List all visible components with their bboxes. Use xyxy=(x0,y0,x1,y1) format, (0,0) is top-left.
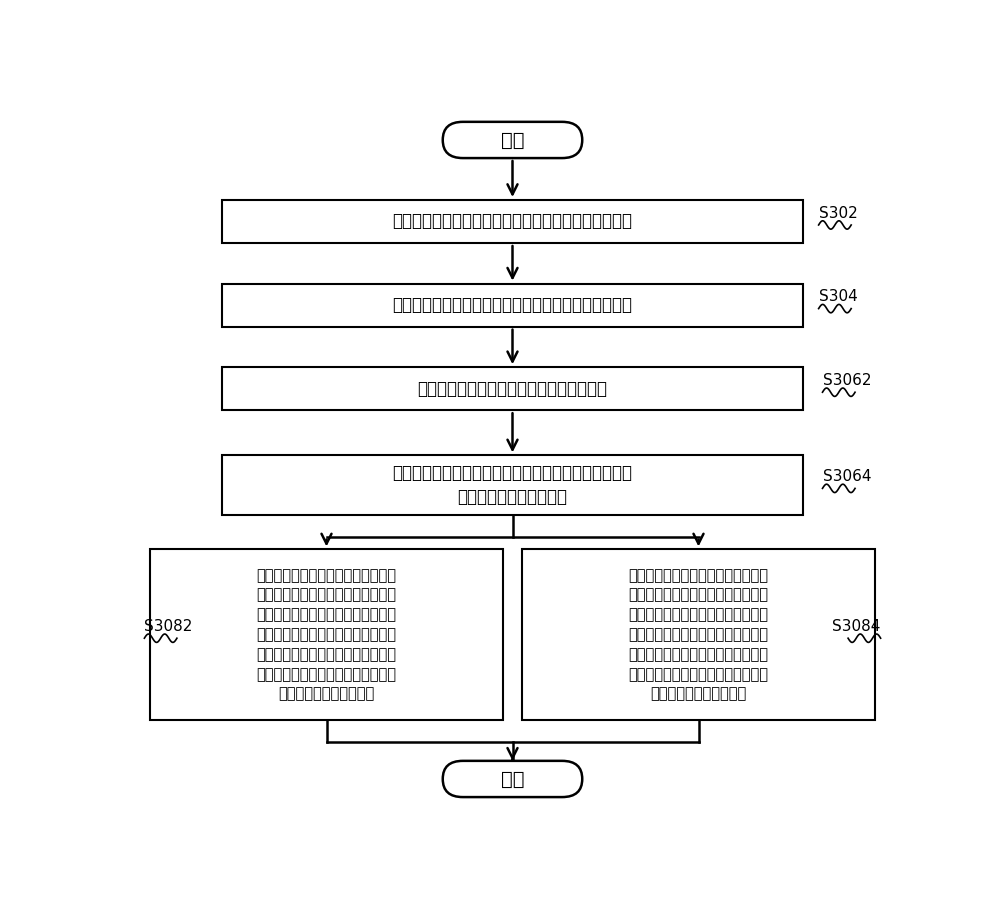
Bar xyxy=(150,549,503,720)
Text: 判断电流差与预设电流差值之间的符号关系: 判断电流差与预设电流差值之间的符号关系 xyxy=(418,380,608,397)
Bar xyxy=(222,367,803,410)
Bar xyxy=(222,283,803,327)
FancyBboxPatch shape xyxy=(443,122,582,158)
Text: 检测空调中第二风机在工作时的第二转速以及第二电流: 检测空调中第二风机在工作时的第二转速以及第二电流 xyxy=(392,296,633,314)
Text: S304: S304 xyxy=(819,290,857,304)
Text: 若电流差的绝对值大于预设电流差值
且电流差与预设电流差值的符号相同
，则在控制第一风机以第一转速降低
第一转速变量后的转速运行第一时间
后，根据此时第一电流以及: 若电流差的绝对值大于预设电流差值 且电流差与预设电流差值的符号相同 ，则在控制第… xyxy=(256,567,396,701)
Text: 若电流差的绝对值大于预设电流差值
且电流差与预设电流差值的符号相反
，则在控制第二风机以第二转速降低
第二转速变量后的转速运行第二时间
后，根据此时第一电流以及: 若电流差的绝对值大于预设电流差值 且电流差与预设电流差值的符号相反 ，则在控制第… xyxy=(629,567,768,701)
Text: S3064: S3064 xyxy=(822,469,871,484)
Text: 判断电流差的绝对值与预设电流差值之间的大小关系，
其中，预设电流差值非负: 判断电流差的绝对值与预设电流差值之间的大小关系， 其中，预设电流差值非负 xyxy=(392,464,633,506)
Text: S3084: S3084 xyxy=(832,619,881,634)
Text: 检测空调中第一风机在工作时的第一转速以及第一电流: 检测空调中第一风机在工作时的第一转速以及第一电流 xyxy=(392,213,633,231)
Bar xyxy=(222,200,803,243)
Text: 结束: 结束 xyxy=(501,769,524,788)
Text: 开始: 开始 xyxy=(501,130,524,149)
Text: S302: S302 xyxy=(819,205,857,221)
Text: S3082: S3082 xyxy=(144,619,193,634)
Bar xyxy=(222,455,803,515)
Bar xyxy=(522,549,875,720)
FancyBboxPatch shape xyxy=(443,761,582,797)
Text: S3062: S3062 xyxy=(822,373,871,388)
